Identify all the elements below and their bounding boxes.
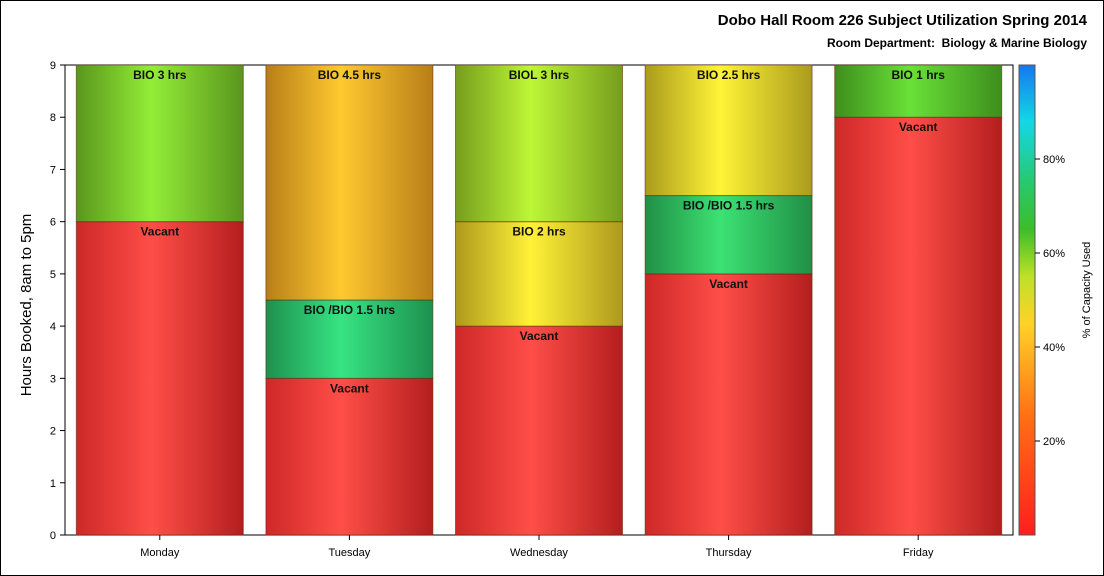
segment-label: Vacant xyxy=(330,381,369,395)
segment-label: BIOL 3 hrs xyxy=(509,68,570,82)
x-tick-label: Wednesday xyxy=(510,547,568,559)
legend-tick-label: 20% xyxy=(1043,436,1065,448)
bar-segment xyxy=(265,64,434,301)
x-tick-label: Tuesday xyxy=(329,547,371,559)
legend-tick-label: 60% xyxy=(1043,248,1065,260)
bar-segment xyxy=(455,325,623,536)
chart-subtitle: Room Department: Biology & Marine Biolog… xyxy=(826,36,1087,50)
y-tick-label: 9 xyxy=(50,60,56,72)
y-tick-label: 4 xyxy=(50,321,56,333)
x-tick-label: Friday xyxy=(903,547,934,559)
bar-segment xyxy=(455,221,623,327)
y-tick-label: 5 xyxy=(50,269,56,281)
x-tick-label: Thursday xyxy=(706,547,752,559)
segment-label: BIO 3 hrs xyxy=(133,68,187,82)
segment-label: BIO /BIO 1.5 hrs xyxy=(304,303,396,317)
segment-label: BIO 2.5 hrs xyxy=(697,68,761,82)
y-tick-label: 2 xyxy=(50,426,56,438)
x-tick-label: Monday xyxy=(140,547,180,559)
legend-label: % of Capacity Used xyxy=(1081,242,1093,339)
bar-segment xyxy=(834,116,1003,536)
color-legend-bar xyxy=(1018,64,1036,536)
segment-label: BIO /BIO 1.5 hrs xyxy=(683,199,775,213)
y-tick-label: 1 xyxy=(50,478,56,490)
y-tick-label: 8 xyxy=(50,112,56,124)
bar-thursday: Vacant BIO /BIO 1.5 hrs BIO 2.5 hrs xyxy=(644,64,813,536)
y-tick-label: 7 xyxy=(50,164,56,176)
bar-segment xyxy=(455,64,623,223)
bar-segment xyxy=(644,64,813,197)
segment-label: BIO 4.5 hrs xyxy=(318,68,382,82)
chart-title: Dobo Hall Room 226 Subject Utilization S… xyxy=(717,12,1087,29)
bar-monday: Vacant BIO 3 hrs xyxy=(75,64,244,536)
bar-friday: Vacant BIO 1 hrs xyxy=(834,64,1003,536)
segment-label: Vacant xyxy=(520,329,559,343)
bar-segment xyxy=(265,377,434,536)
bar-segment xyxy=(834,64,1003,118)
segment-label: Vacant xyxy=(899,120,938,134)
segment-label: Vacant xyxy=(709,277,748,291)
legend-tick-label: 80% xyxy=(1043,154,1065,166)
segment-label: BIO 2 hrs xyxy=(512,225,566,239)
bar-segment xyxy=(75,64,244,223)
bar-tuesday: Vacant BIO /BIO 1.5 hrs BIO 4.5 hrs xyxy=(265,64,434,536)
y-tick-label: 0 xyxy=(50,530,56,542)
bar-segment xyxy=(644,273,813,536)
segment-label: Vacant xyxy=(140,225,179,239)
segment-label: BIO 1 hrs xyxy=(892,68,946,82)
bar-wednesday: Vacant BIO 2 hrs BIOL 3 hrs xyxy=(455,64,623,536)
y-tick-label: 3 xyxy=(50,373,56,385)
bar-segment xyxy=(75,221,244,536)
legend-tick-label: 40% xyxy=(1043,342,1065,354)
y-tick-label: 6 xyxy=(50,217,56,229)
bar-segment xyxy=(644,195,813,275)
y-axis-label: Hours Booked, 8am to 5pm xyxy=(18,214,35,397)
bar-segment xyxy=(265,299,434,379)
